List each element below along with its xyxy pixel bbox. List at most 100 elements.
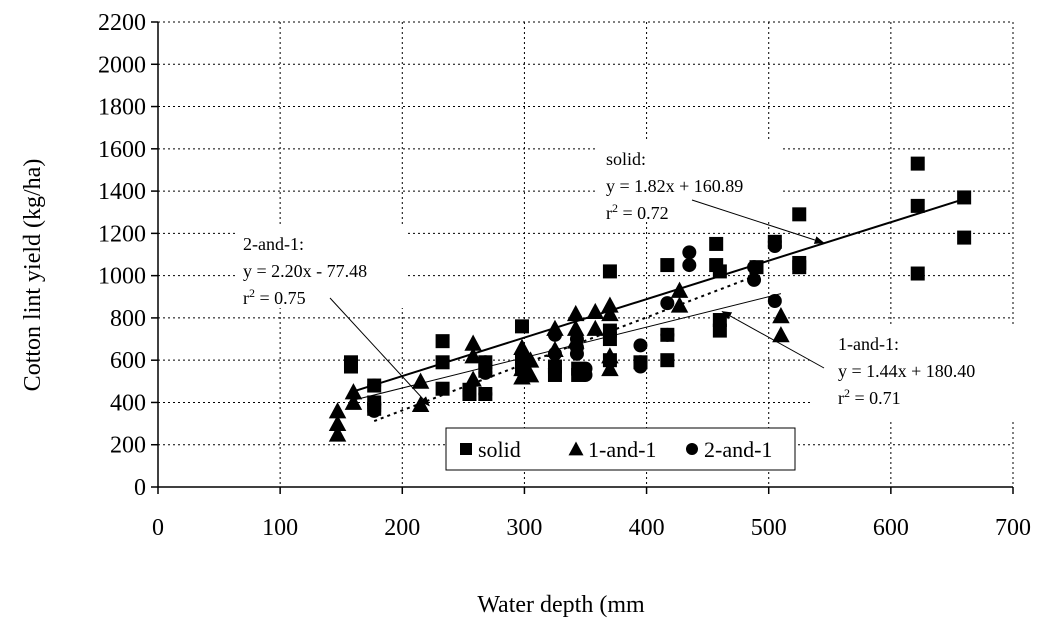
x-tick-label: 300: [506, 515, 542, 541]
point-solid: [435, 334, 450, 349]
point-2-and-1: [660, 296, 675, 311]
point-solid: [712, 264, 727, 279]
point-solid: [957, 230, 972, 245]
point-solid: [602, 332, 617, 347]
x-tick-label: 400: [629, 515, 665, 541]
point-solid: [435, 381, 450, 396]
point-1-and-1: [411, 372, 430, 389]
point-solid: [435, 355, 450, 370]
legend-label: 2-and-1: [704, 437, 772, 462]
point-solid: [712, 323, 727, 338]
legend-marker-1-and-1: [568, 441, 584, 456]
legend-marker-2-and-1: [686, 443, 698, 455]
x-tick-label: 500: [751, 515, 787, 541]
trendline-solid: [350, 198, 965, 394]
point-solid: [910, 198, 925, 213]
point-2-and-1: [682, 245, 697, 260]
y-tick-label: 1200: [98, 221, 146, 247]
point-solid: [792, 260, 807, 275]
point-1-and-1: [464, 347, 482, 364]
point-2-and-1: [547, 361, 562, 376]
point-1-and-1: [344, 383, 363, 400]
annotation-arrow: [721, 311, 825, 369]
point-1-and-1: [601, 359, 619, 377]
point-1-and-1: [670, 281, 689, 298]
point-2-and-1: [547, 327, 562, 342]
annotation-text: r2 = 0.72: [606, 201, 669, 223]
y-tick-label: 800: [110, 306, 146, 332]
point-solid: [602, 264, 617, 279]
annotations: solid: y = 1.82x + 160.89 r2 = 0.72 2-and-1…: [235, 140, 1022, 419]
point-solid: [660, 353, 675, 368]
point-2-and-1: [747, 272, 762, 287]
point-2-and-1: [633, 359, 648, 374]
point-2-and-1: [767, 239, 782, 254]
legend-label: solid: [478, 437, 521, 462]
x-tick-label: 200: [384, 515, 420, 541]
point-1-and-1: [464, 370, 482, 387]
point-2-and-1: [478, 387, 493, 401]
point-2-and-1: [478, 365, 493, 380]
point-solid: [514, 319, 529, 334]
annotation-text: y = 2.20x - 77.48: [243, 261, 367, 281]
point-1-and-1: [344, 393, 363, 410]
point-2-and-1: [633, 338, 648, 353]
legend-marker-solid: [460, 443, 472, 455]
point-1-and-1: [670, 296, 689, 313]
point-1-and-1: [772, 326, 790, 343]
annotation-text: y = 1.82x + 160.89: [606, 176, 743, 196]
legend: solid 1-and-1 2-and-1: [445, 427, 796, 471]
point-solid: [910, 266, 925, 281]
point-1-and-1: [601, 296, 619, 313]
y-tick-label: 600: [110, 348, 146, 374]
data-points: [328, 156, 972, 442]
annotation-text: 1-and-1:: [838, 334, 899, 354]
point-1-and-1: [328, 414, 347, 432]
y-tick-label: 400: [110, 390, 146, 416]
y-tick-label: 0: [134, 475, 146, 501]
annotation-text: r2 = 0.75: [243, 286, 306, 308]
point-2-and-1: [478, 355, 493, 370]
point-solid: [660, 258, 675, 273]
annotation-text: 2-and-1:: [243, 234, 304, 254]
trendline-2-and-1: [373, 275, 755, 423]
x-tick-label: 100: [262, 515, 298, 541]
annotation-arrow: [691, 199, 825, 244]
point-1-and-1: [566, 304, 585, 322]
point-solid: [910, 156, 925, 171]
tick-labels: 0200400600800100012001400160018002000220…: [98, 10, 1031, 541]
point-2-and-1: [547, 346, 562, 361]
annotation-box: [235, 226, 407, 308]
point-2-and-1: [660, 327, 675, 342]
y-tick-label: 200: [110, 433, 146, 459]
annotation-box: [597, 140, 783, 222]
y-tick-label: 1000: [98, 264, 146, 290]
point-2-and-1: [367, 403, 382, 418]
point-2-and-1: [517, 359, 532, 374]
x-tick-label: 700: [995, 515, 1031, 541]
annotation-text: y = 1.44x + 180.40: [838, 361, 975, 381]
y-tick-label: 2000: [98, 52, 146, 78]
y-tick-label: 1800: [98, 95, 146, 121]
annotation-text: r2 = 0.71: [838, 386, 901, 408]
annotation-box: [810, 325, 1022, 419]
x-axis-label: Water depth (mm: [477, 592, 645, 618]
point-1-and-1: [513, 338, 531, 355]
x-tick-label: 600: [873, 515, 909, 541]
point-solid: [792, 207, 807, 222]
point-2-and-1: [682, 258, 697, 273]
annotation-arrow: [329, 297, 430, 407]
legend-label: 1-and-1: [588, 437, 656, 462]
point-1-and-1: [464, 334, 482, 351]
point-2-and-1: [367, 378, 382, 393]
point-1-and-1: [328, 425, 347, 442]
point-1-and-1: [586, 319, 605, 336]
point-1-and-1: [328, 402, 347, 419]
point-solid: [709, 236, 724, 251]
point-1-and-1: [772, 307, 790, 324]
point-solid: [957, 190, 972, 205]
point-solid: [343, 359, 358, 374]
x-tick-label: 0: [152, 515, 164, 541]
point-2-and-1: [747, 260, 762, 275]
